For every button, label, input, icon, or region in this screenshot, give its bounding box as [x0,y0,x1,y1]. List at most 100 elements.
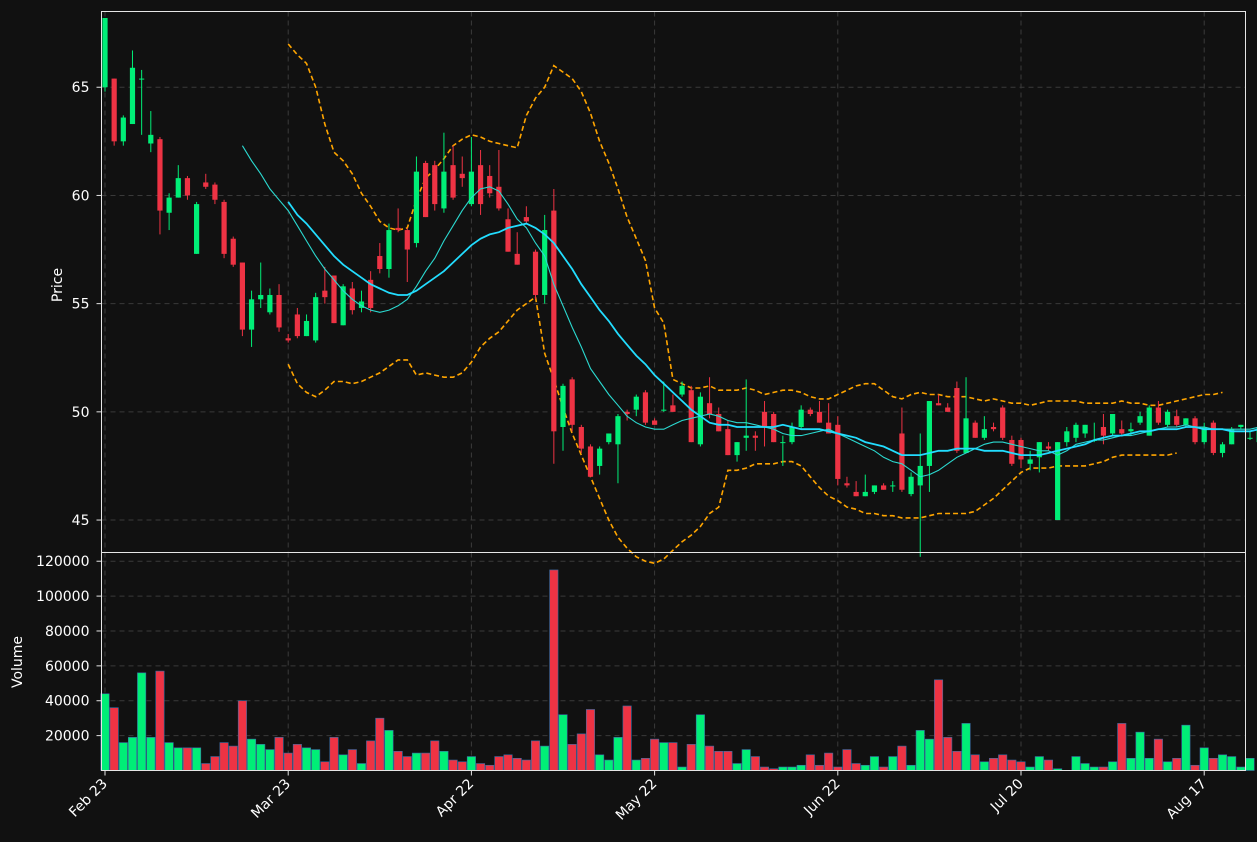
candle-body [459,173,465,179]
short-moving-average-line [241,145,1257,478]
candle-body [139,78,145,80]
volume-bar [705,745,715,771]
candle-body [1219,444,1226,453]
candle-body [972,422,978,438]
candle-body [1000,407,1006,438]
candle-body [652,420,658,425]
candle-body [358,301,365,308]
volume-bar [1108,761,1118,771]
volume-bar [302,747,312,771]
volume-bar [531,740,541,771]
candle-body [835,424,841,479]
candle-body [477,165,484,205]
volume-bar [192,747,202,771]
volume-bar [521,759,531,771]
candle-body [642,392,649,423]
date-tick-label: Jun 22 [800,776,843,819]
volume-bar [1089,766,1099,771]
volume-bar [842,749,852,771]
candle-body [450,165,456,198]
candle-body [313,297,319,341]
volume-bar [549,569,559,771]
price-tick-label: 50 [72,405,90,421]
candle-body [679,385,685,395]
volume-bar [622,705,632,771]
volume-bar [201,763,211,771]
volume-bar [274,737,284,771]
volume-bar [1135,731,1145,771]
candle-body [697,396,703,445]
date-tick-label: May 22 [613,776,661,824]
candle-body [935,403,942,406]
volume-bar [457,761,467,771]
volume-bar [915,730,925,771]
volume-bar [375,717,385,771]
candle-body [1210,422,1216,453]
volume-bar [1007,759,1017,771]
volume-bar [540,745,550,771]
volume-bar [384,730,394,771]
candle-body [990,426,997,430]
volume-bar [750,756,760,771]
candle-body [194,204,200,254]
volume-bar [888,756,898,771]
volume-bar [411,752,421,771]
volume-bar [1034,756,1044,771]
volume-bar [1172,757,1182,771]
candle-body [1183,418,1189,425]
volume-bar [924,738,934,771]
candle-body [542,230,548,295]
candle-body [954,388,960,451]
candle-body [404,230,410,250]
volume-bar [1126,757,1136,771]
volume-bar [329,737,339,771]
volume-bar [247,738,257,771]
volume-bar [879,766,889,771]
candle-body [432,165,438,205]
volume-bar [1236,766,1246,771]
volume-bars [100,569,1255,771]
candle-body [441,171,447,209]
volume-bar [961,723,971,771]
candle-body [926,401,932,466]
candle-body [981,429,987,438]
candle-body [1018,439,1024,460]
date-tick-label: Feb 23 [66,776,111,821]
volume-bar [311,749,321,771]
volume-bar [1153,738,1163,771]
volume-bar [439,751,449,771]
candle-body [386,230,392,270]
candle-body [853,491,859,497]
candle-body [267,294,273,313]
volume-bar [256,744,266,771]
volume-bar [650,738,660,771]
candle-body [890,485,896,487]
volume-bar [934,679,944,771]
candle-body [120,117,126,142]
candle-body [1238,424,1244,427]
candle-body [807,409,813,415]
candle-body [1174,416,1180,425]
price-axis-label: Price [50,268,66,302]
candle-body [551,210,557,432]
volume-bar [182,747,192,771]
candle-body [761,411,768,427]
volume-bar [943,737,953,771]
candle-body [624,411,630,415]
candle-body [569,379,575,425]
candle-body [1155,407,1161,423]
volume-bar [833,766,843,771]
volume-bar [283,752,293,771]
volume-bar [1199,747,1209,771]
candle-body [908,476,914,495]
volume-tick-label: 40000 [45,694,90,710]
price-panel-frame [101,11,1246,553]
candle-body [203,182,209,187]
volume-bar [869,756,879,771]
candle-body [1164,411,1171,425]
volume-bar [1208,757,1218,771]
volume-bar [228,745,238,771]
volume-bar [906,764,916,771]
volume-bar [686,744,696,771]
candle-body [1045,446,1052,449]
